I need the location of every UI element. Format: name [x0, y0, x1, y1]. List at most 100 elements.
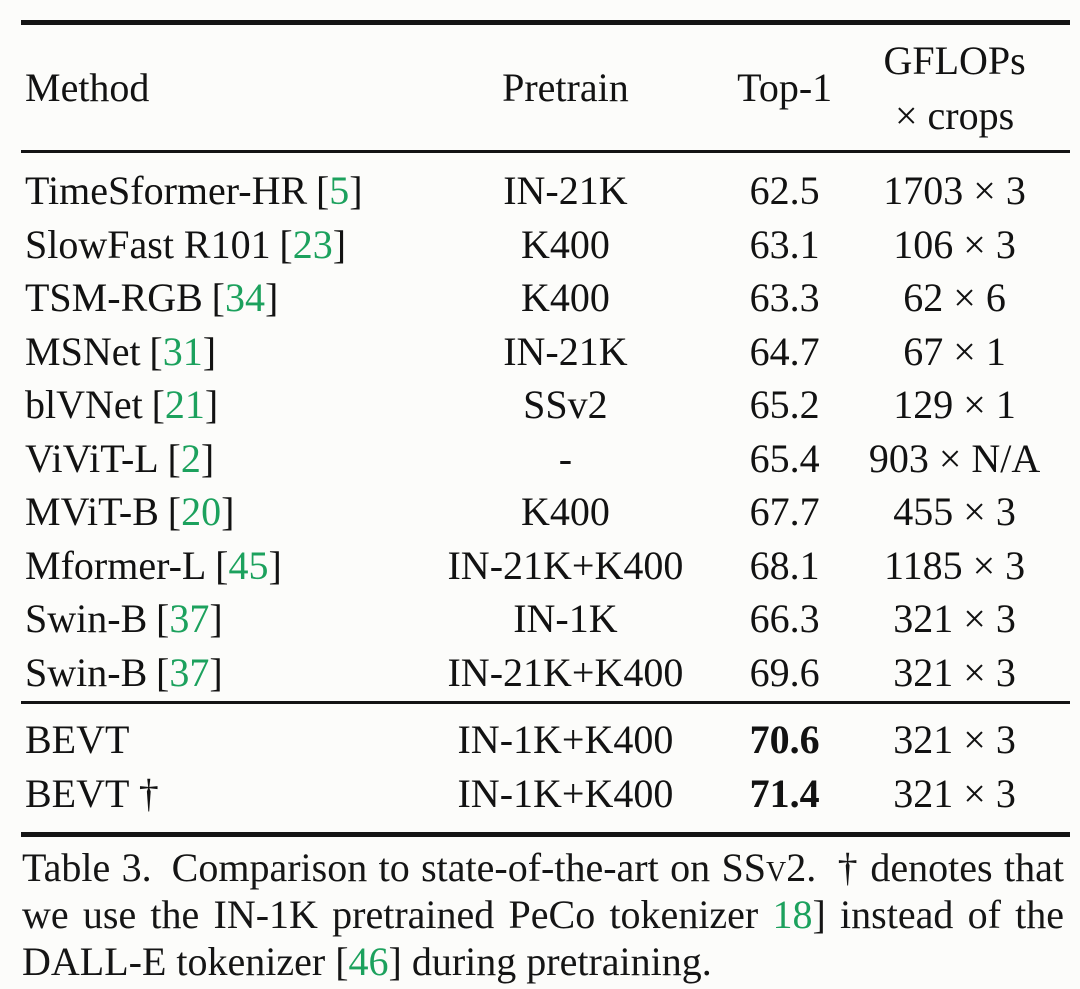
method-cell: TimeSformer-HR [5] [21, 167, 401, 214]
table-body: TimeSformer-HR [5] IN-21K 62.5 1703 × 3 S… [21, 153, 1070, 699]
citation-bracket-open: [ [315, 168, 330, 214]
table-caption: Table 3. Comparison to state-of-the-art … [22, 844, 1064, 985]
caption-text-segment: ] instead of the DALL-E tokenizer [ [22, 892, 1065, 984]
method-cell: Mformer-L [45] [21, 542, 401, 589]
method-name: Mformer-L [25, 542, 207, 588]
citation-link[interactable]: 37 [169, 649, 210, 695]
method-name: ViViT-L [25, 435, 159, 481]
citation-bracket-close: ] [349, 168, 363, 214]
citation-link[interactable]: 37 [169, 596, 210, 642]
citation-link[interactable]: 2 [180, 435, 201, 481]
citation-link[interactable]: 5 [329, 168, 350, 214]
pretrain-cell: SSv2 [523, 382, 608, 428]
citation-bracket-close: ] [332, 221, 347, 267]
citation-bracket-open: [ [211, 275, 225, 321]
method-cell: Swin-B [37] [21, 649, 401, 696]
caption-text-segment: Table 3. Comparison to state-of-the-art … [22, 845, 722, 890]
col-header-pretrain: Pretrain [502, 65, 629, 110]
citation-bracket-close: ] [200, 435, 215, 481]
gflops-cell: 903 × N/A [868, 435, 1041, 481]
table-row: TimeSformer-HR [5] IN-21K 62.5 1703 × 3 [21, 164, 1070, 218]
top1-cell: 66.3 [749, 596, 820, 642]
gflops-cell: 1703 × 3 [883, 168, 1026, 214]
table-header-row: Method Pretrain Top-1 GFLOPs × crops [21, 25, 1070, 150]
gflops-cell: 455 × 3 [893, 489, 1016, 535]
method-name: Swin-B [25, 649, 148, 695]
table-row: TSM-RGB [34] K400 63.3 62 × 6 [21, 271, 1070, 325]
table-row: Mformer-L [45] IN-21K+K400 68.1 1185 × 3 [21, 539, 1070, 593]
method-name: SlowFast R101 [25, 221, 271, 267]
citation-link[interactable]: 34 [224, 275, 265, 321]
table-row: SlowFast R101 [23] K400 63.1 106 × 3 [21, 218, 1070, 272]
citation-link[interactable]: 23 [292, 221, 333, 267]
citation-link[interactable]: 46 [348, 939, 389, 984]
table-rule-bottom [21, 832, 1070, 837]
caption-text-segment: ] during pretraining. [388, 939, 712, 984]
pretrain-cell: IN-21K+K400 [447, 542, 684, 588]
pretrain-cell: IN-1K [513, 596, 618, 642]
citation-link[interactable]: 31 [162, 328, 203, 374]
method-cell: SlowFast R101 [23] [21, 221, 401, 268]
gflops-cell: 129 × 1 [893, 382, 1016, 428]
citation-bracket-open: [ [151, 382, 165, 428]
citation-link[interactable]: 20 [181, 489, 222, 535]
col-header-method: Method [25, 65, 150, 110]
gflops-cell: 321 × 3 [893, 717, 1016, 763]
citation-bracket-close: ] [264, 275, 279, 321]
method-cell: BEVT [21, 716, 401, 763]
method-cell: blVNet [21] [21, 381, 401, 428]
citation-ref: [37] [156, 650, 223, 695]
citation-bracket-open: [ [167, 435, 181, 481]
gflops-cell: 106 × 3 [893, 221, 1016, 267]
pretrain-cell: - [558, 435, 573, 481]
pretrain-cell: IN-21K+K400 [447, 649, 684, 695]
citation-ref: [31] [149, 329, 216, 374]
table-row: MSNet [31] IN-21K 64.7 67 × 1 [21, 325, 1070, 379]
method-name: MViT-B [25, 489, 159, 535]
table-body-highlight: BEVT IN-1K+K400 70.6 321 × 3 BEVT † IN-1… [21, 704, 1070, 820]
citation-ref: [20] [168, 489, 235, 534]
gflops-cell: 1185 × 3 [884, 542, 1026, 588]
method-name: BEVT [25, 717, 130, 763]
method-cell: MViT-B [20] [21, 488, 401, 535]
citation-bracket-open: [ [149, 328, 163, 374]
citation-link[interactable]: 45 [228, 542, 269, 588]
top1-cell: 62.5 [749, 168, 820, 214]
method-name: MSNet [25, 328, 141, 374]
col-header-top1: Top-1 [737, 65, 833, 110]
pretrain-cell: IN-21K [503, 168, 628, 214]
citation-bracket-open: [ [279, 221, 293, 267]
col-header-gflops: GFLOPs × crops [839, 33, 1070, 143]
citation-bracket-close: ] [209, 596, 223, 642]
method-name: Swin-B [25, 596, 148, 642]
gflops-cell: 321 × 3 [893, 596, 1016, 642]
citation-ref: [45] [215, 543, 282, 588]
citation-ref: [34] [212, 275, 279, 320]
table-row: Swin-B [37] IN-1K 66.3 321 × 3 [21, 592, 1070, 646]
gflops-cell: 62 × 6 [903, 275, 1006, 321]
table-row: MViT-B [20] K400 67.7 455 × 3 [21, 485, 1070, 539]
top1-cell: 63.3 [749, 275, 820, 321]
caption-text-segment: . † denotes that we use the IN-1K pretra… [22, 845, 1064, 937]
citation-ref: [37] [156, 596, 223, 641]
top1-cell: 63.1 [749, 221, 820, 267]
col-header-gflops-line1: GFLOPs [883, 37, 1026, 83]
citation-bracket-close: ] [204, 382, 219, 428]
pretrain-cell: K400 [520, 489, 610, 535]
method-name: BEVT † [25, 770, 159, 816]
top1-cell: 67.7 [749, 489, 820, 535]
citation-ref: [23] [279, 222, 346, 267]
pretrain-cell: IN-1K+K400 [457, 770, 674, 816]
citation-ref: [21] [152, 382, 219, 427]
table-row: ViViT-L [2] - 65.4 903 × N/A [21, 432, 1070, 486]
citation-bracket-open: [ [156, 596, 170, 642]
table-row: blVNet [21] SSv2 65.2 129 × 1 [21, 378, 1070, 432]
citation-link[interactable]: 21 [164, 382, 205, 428]
top1-cell: 71.4 [749, 770, 820, 816]
top1-cell: 68.1 [749, 542, 820, 588]
citation-bracket-close: ] [202, 328, 217, 374]
citation-link[interactable]: 18 [772, 892, 813, 937]
citation-bracket-open: [ [167, 489, 182, 535]
pretrain-cell: K400 [520, 275, 610, 321]
citation-ref: [5] [316, 168, 363, 213]
